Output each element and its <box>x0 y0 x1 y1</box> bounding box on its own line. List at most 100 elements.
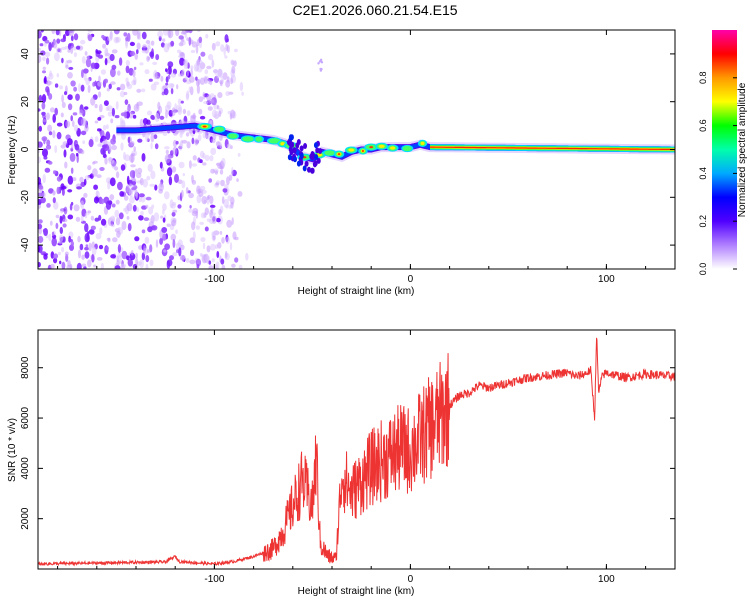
heatmap-noise-blob <box>60 144 66 149</box>
ridge-dip-blob <box>306 166 311 173</box>
heatmap-noise-blob <box>120 112 127 117</box>
heatmap-noise-blob <box>67 175 74 185</box>
heatmap-noise-blob <box>214 170 218 175</box>
heatmap-noise-blob <box>167 74 171 80</box>
heatmap-noise-blob <box>81 263 87 268</box>
heatmap-noise-blob <box>117 255 122 265</box>
snr-frame <box>37 329 676 570</box>
heatmap-noise-blob <box>70 45 74 54</box>
heatmap-noise-blob <box>199 159 203 164</box>
heatmap-noise-blob <box>125 65 130 74</box>
heatmap-noise-blob <box>73 52 77 57</box>
heatmap-noise-blob <box>130 249 134 256</box>
heatmap-noise-blob <box>197 78 201 86</box>
heatmap-noise-blob <box>75 152 79 157</box>
heatmap-noise-blob <box>124 99 129 105</box>
heatmap-noise-blob <box>182 108 187 115</box>
heatmap-noise-blob <box>69 203 73 211</box>
ridge-blob-yellow <box>420 141 425 145</box>
heatmap-noise-blob <box>200 51 206 57</box>
heatmap-noise-blob <box>150 215 155 224</box>
heatmap-noise-blob <box>197 134 202 142</box>
heatmap-noise-blob <box>215 162 222 166</box>
heatmap-noise-blob <box>202 92 206 100</box>
heatmap-noise-blob <box>61 246 65 253</box>
ridge-blob-green <box>228 133 238 139</box>
heatmap-noise-blob <box>38 235 44 244</box>
heatmap-noise-blob <box>190 114 197 119</box>
heatmap-noise-blob <box>92 168 98 177</box>
heatmap-noise-blob <box>38 47 41 52</box>
heatmap-noise-blob <box>166 101 172 109</box>
heatmap-noise-blob <box>218 110 222 117</box>
heatmap-noise-blob <box>42 56 46 62</box>
heatmap-noise-blob <box>159 229 163 239</box>
heatmap-noise-blob <box>64 161 68 169</box>
heatmap-noise-blob <box>146 110 153 116</box>
heatmap-noise-blob <box>163 43 170 53</box>
heatmap-noise-blob <box>194 138 199 146</box>
heatmap-noise-blob <box>47 161 53 165</box>
heatmap-noise-blob <box>199 221 205 225</box>
heatmap-noise-blob <box>98 75 101 82</box>
heatmap-noise-blob <box>55 30 60 36</box>
heatmap-noise-blob <box>211 138 216 144</box>
heatmap-stray-point <box>320 61 324 64</box>
heatmap-noise-blob <box>59 260 62 265</box>
heatmap-noise-blob <box>159 161 163 169</box>
heatmap-noise-blob <box>107 237 111 243</box>
heatmap-noise-blob <box>47 124 53 132</box>
heatmap-noise-blob <box>59 215 63 224</box>
heatmap-noise-blob <box>116 87 121 91</box>
heatmap-noise-blob <box>38 177 41 185</box>
heatmap-noise-blob <box>189 259 196 265</box>
heatmap-noise-blob <box>77 235 81 243</box>
heatmap-noise-blob <box>200 237 206 242</box>
heatmap-noise-blob <box>154 112 160 122</box>
heatmap-noise-blob <box>202 242 206 250</box>
heatmap-stray-point <box>320 67 323 71</box>
heatmap-noise-blob <box>143 217 150 222</box>
heatmap-noise-blob <box>78 109 84 115</box>
heatmap-noise-blob <box>54 107 58 116</box>
heatmap-noise-blob <box>204 207 209 215</box>
heatmap-noise-blob <box>120 263 127 269</box>
heatmap-noise-blob <box>56 122 63 127</box>
heatmap-noise-blob <box>96 50 102 54</box>
heatmap-noise-blob <box>127 259 133 267</box>
heatmap-noise-blob <box>191 137 195 145</box>
heatmap-noise-blob <box>60 207 64 214</box>
heatmap-noise-blob <box>129 183 133 188</box>
heatmap-noise-blob <box>160 215 164 219</box>
heatmap-noise-blob <box>97 117 102 121</box>
heatmap-noise-blob <box>136 88 142 93</box>
heatmap-noise-scatter <box>38 30 249 269</box>
heatmap-noise-blob <box>96 174 102 179</box>
heatmap-noise-blob <box>107 36 113 42</box>
heatmap-noise-blob <box>188 76 195 83</box>
heatmap-noise-blob <box>130 154 134 164</box>
heatmap-noise-blob <box>184 76 189 80</box>
heatmap-noise-blob <box>38 201 42 205</box>
heatmap-noise-blob <box>220 44 225 52</box>
heatmap-noise-blob <box>88 139 94 148</box>
heatmap-noise-blob <box>171 211 176 217</box>
heatmap-noise-blob <box>105 246 109 251</box>
heatmap-noise-blob <box>95 233 102 240</box>
heatmap-noise-blob <box>84 175 90 181</box>
heatmap-noise-blob <box>69 152 76 162</box>
heatmap-noise-blob <box>179 52 185 57</box>
heatmap-noise-blob <box>108 83 112 90</box>
heatmap-noise-blob <box>149 218 152 222</box>
heatmap-noise-blob <box>40 196 46 204</box>
heatmap-noise-blob <box>171 219 177 227</box>
heatmap-noise-blob <box>70 167 74 174</box>
ridge-blob-red <box>369 146 374 149</box>
heatmap-noise-blob <box>210 168 216 174</box>
heatmap-noise-blob <box>142 178 148 188</box>
heatmap-noise-blob <box>67 72 73 79</box>
heatmap-noise-blob <box>205 135 211 140</box>
heatmap-noise-blob <box>44 76 47 84</box>
heatmap-noise-blob <box>38 185 44 190</box>
